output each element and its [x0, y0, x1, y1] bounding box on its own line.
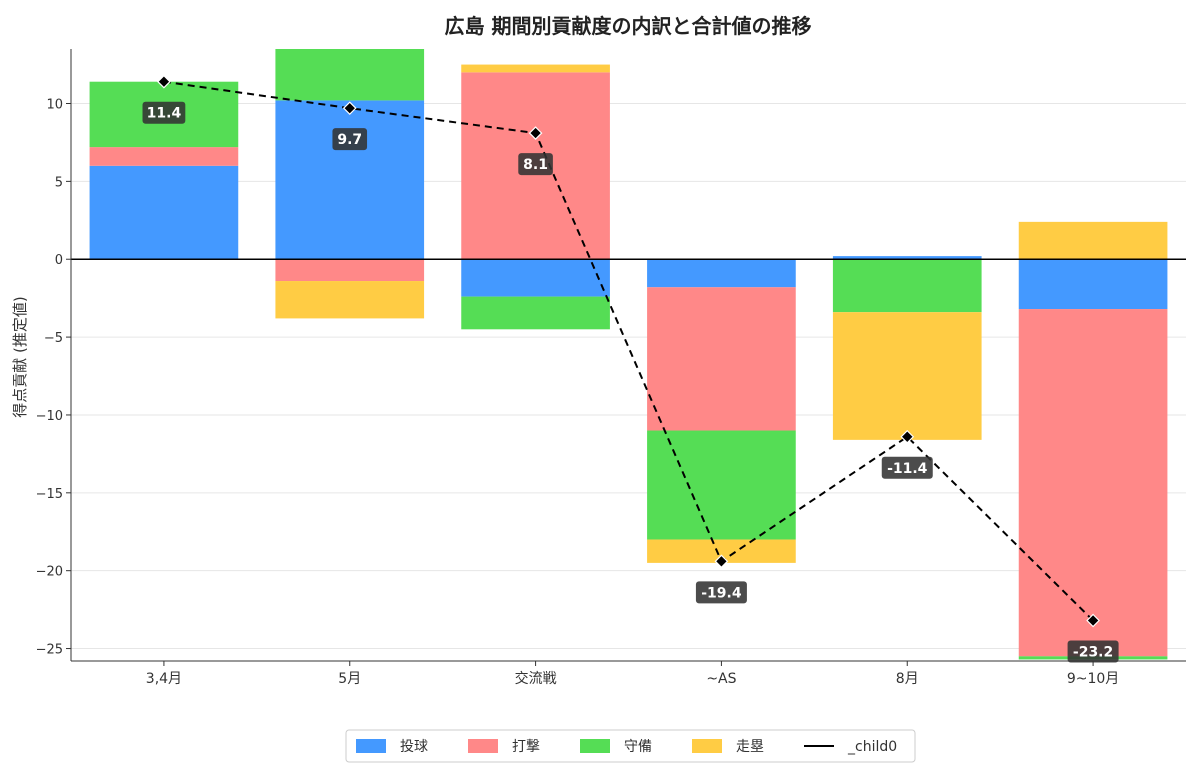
bar-4-4 [647, 539, 796, 563]
total-label-5: -11.4 [887, 461, 928, 477]
bar-4-2 [275, 281, 425, 319]
y-tick-label: −20 [36, 565, 63, 580]
total-label-box-3 [518, 153, 553, 176]
y-tick-label: 0 [55, 253, 63, 268]
total-label-6: -23.2 [1073, 645, 1113, 661]
total-label-box-5 [881, 456, 933, 479]
legend-label-3: 守備 [624, 739, 652, 755]
x-tick-label: 9~10月 [1067, 671, 1119, 687]
legend-label-2: 打撃 [512, 738, 540, 755]
total-label-box-6 [1067, 640, 1119, 663]
legend-frame [345, 729, 916, 763]
legend-label-4: 走塁 [736, 739, 764, 755]
total-marker-1 [157, 74, 171, 89]
bar-4-3 [461, 64, 610, 73]
bar-2-6 [1018, 309, 1168, 657]
y-tick-label: −5 [44, 331, 63, 346]
total-label-3: 8.1 [523, 157, 548, 173]
total-marker-3 [528, 126, 543, 140]
x-tick-label: 8月 [896, 671, 919, 687]
bar-3-3 [461, 296, 610, 330]
bar-1-2 [275, 100, 425, 260]
total-marker-4 [714, 554, 729, 569]
x-tick-label: ~AS [706, 671, 736, 687]
chart-title: 広島 期間別貢献度の内訳と合計値の推移 [445, 14, 812, 38]
legend-label-line: _child0 [847, 739, 897, 755]
legend-swatch-3 [580, 739, 610, 753]
bar-1-4 [647, 259, 796, 288]
bar-4-6 [1018, 221, 1168, 260]
x-tick-label: 5月 [338, 671, 361, 687]
legend-swatch-2 [468, 739, 498, 753]
y-tick-label: −25 [36, 643, 63, 658]
bar-2-2 [275, 259, 425, 282]
total-marker-2 [342, 101, 357, 116]
bar-3-2 [275, 49, 425, 101]
total-label-4: -19.4 [701, 585, 742, 601]
total-label-1: 11.4 [147, 106, 182, 122]
total-label-box-2 [332, 128, 368, 151]
bar-4-5 [832, 312, 982, 440]
axes: 10 5 0 −5 −10 −15 −20 −25 3,4月 5月 交流戦 ~AS 8月 9~10月 [36, 49, 1186, 687]
bars [89, 49, 1168, 660]
legend-label-1: 投球 [400, 739, 428, 755]
x-tick-label: 3,4月 [146, 671, 182, 687]
legend-swatch-1 [356, 739, 386, 753]
x-tick-label: 交流戦 [515, 670, 557, 687]
bar-3-5 [832, 259, 982, 313]
total-label-box-1 [142, 101, 186, 124]
y-tick-label: −15 [36, 487, 63, 502]
total-label-2: 9.7 [337, 132, 362, 148]
y-tick-label: 5 [55, 175, 63, 190]
bar-1-6 [1018, 259, 1168, 310]
y-axis-label: 得点貢献 (推定値) [11, 296, 29, 417]
legend-swatch-4 [692, 739, 722, 753]
total-marker-5 [900, 429, 915, 444]
legend: 投球 打撃 守備 走塁 _child0 [345, 729, 916, 763]
bar-2-1 [89, 147, 239, 166]
y-tick-label: 10 [46, 98, 63, 113]
total-marker-6 [1086, 613, 1100, 628]
total-label-box-4 [695, 581, 747, 604]
bar-2-4 [647, 287, 796, 431]
bar-1-1 [89, 165, 239, 260]
y-tick-label: −10 [36, 409, 63, 424]
total-line: 11.4 9.7 8.1 -19.4 -11.4 -23.2 [142, 74, 1119, 663]
total-line-path [163, 80, 1094, 622]
bar-3-4 [647, 430, 796, 540]
bar-1-3 [461, 259, 610, 297]
bar-1-5 [832, 256, 982, 260]
